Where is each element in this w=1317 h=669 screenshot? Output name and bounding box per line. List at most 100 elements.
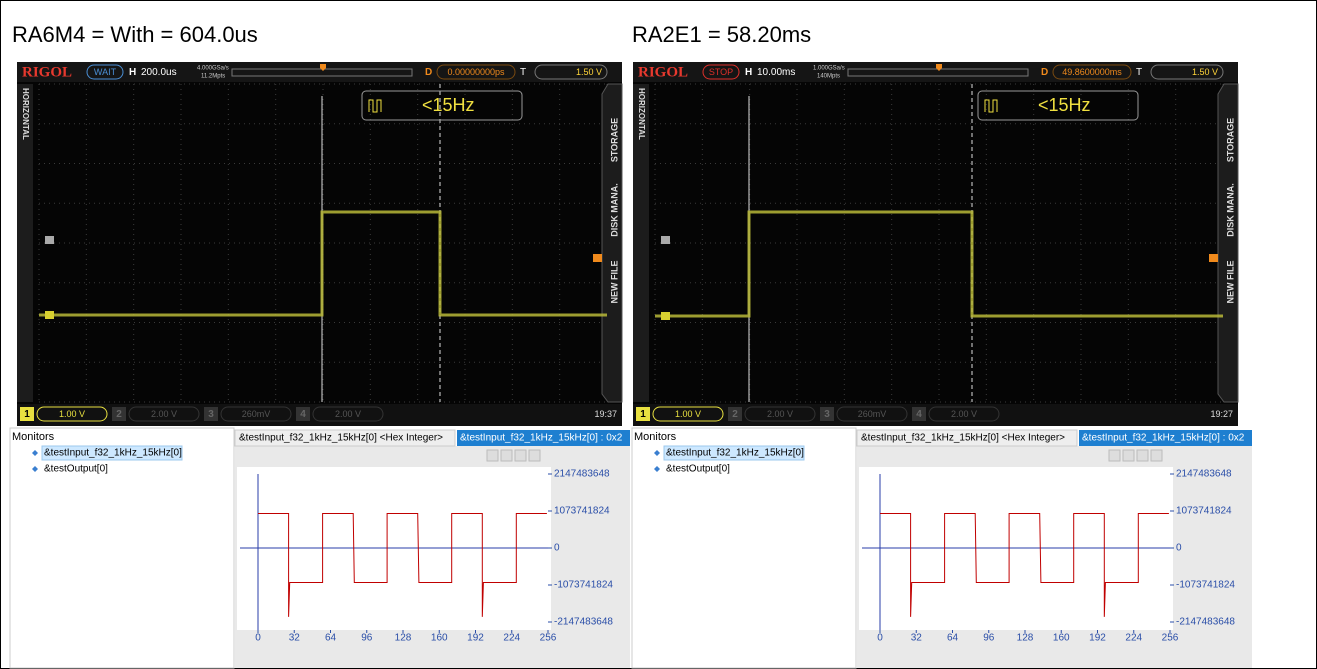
monitor-item[interactable]: &testOutput[0] [44,464,108,475]
channel-number: 3 [824,409,830,420]
screenshot: RA6M4 = With = 604.0us RIGOL WAIT H 200.0us 4… [0,0,1317,669]
scope-time: 19:27 [1210,409,1233,419]
trigger-label: T [520,67,526,78]
side-label-left: HORIZONTAL [637,88,646,140]
channel-number: 1 [24,409,30,420]
timebase: 200.0us [141,67,177,78]
panel: RA2E1 = 58.20msRIGOLSTOPH10.00ms1.000GSa… [632,22,1252,668]
trigger-marker [593,254,602,262]
timebase: 10.00ms [757,67,795,78]
sample-rate: 4.000GSa/s [197,66,229,72]
plot-tool-button[interactable] [515,450,526,461]
channel-number: 1 [640,409,646,420]
x-tick-label: 224 [1125,633,1142,644]
y-tick-label: 2147483648 [554,469,610,480]
ch-ref-marker [45,236,54,244]
tab-label[interactable]: &testInput_f32_1kHz_15kHz[0] <Hex Intege… [239,433,443,444]
monitor-item[interactable]: &testOutput[0] [666,464,730,475]
sample-rate: 1.000GSa/s [813,66,845,72]
y-tick-label: 1073741824 [1176,506,1232,517]
x-tick-label: 192 [1089,633,1106,644]
plot-tool-button[interactable] [1151,450,1162,461]
channel-number: 4 [916,409,922,420]
timebase-label: H [129,67,136,78]
trigger-level: 1.50 V [1192,67,1218,77]
scope-background [17,62,622,426]
timebase-label: H [745,67,752,78]
trigger-level: 1.50 V [576,67,602,77]
channel-number: 2 [732,409,738,420]
tab-label[interactable]: &testInput_f32_1kHz_15kHz[0] <Hex Intege… [861,433,1065,444]
side-label-left: HORIZONTAL [21,88,30,140]
channel-scale: 2.00 V [767,409,793,419]
frequency: <15Hz [422,95,475,115]
side-label-right: STORAGE [609,118,619,162]
side-label-right: DISK MANA. [1225,183,1235,237]
channel-scale: 2.00 V [951,409,977,419]
x-tick-label: 32 [911,633,923,644]
monitor-item[interactable]: &testInput_f32_1kHz_15kHz[0] [666,448,804,459]
y-tick-label: -1073741824 [1176,580,1235,591]
ch1-marker [45,311,54,319]
panel-title: RA2E1 = 58.20ms [632,22,811,47]
tab-label[interactable]: &testInput_f32_1kHz_15kHz[0] : 0x2 [1082,433,1245,444]
memory-depth: 140Mpts [817,74,840,80]
tab-active: &testInput_f32_1kHz_15kHz[0] : 0x2 [457,430,630,446]
scope-background [633,62,1238,426]
trigger-label: T [1136,67,1142,78]
side-label-right: NEW FILE [1225,261,1235,304]
channel-scale: 2.00 V [335,409,361,419]
memory-depth: 11.2Mpts [201,74,225,80]
panel-title: RA6M4 = With = 604.0us [12,22,258,47]
x-tick-label: 256 [1162,633,1179,644]
x-tick-label: 96 [983,633,995,644]
x-tick-label: 96 [361,633,373,644]
side-label-right: NEW FILE [609,261,619,304]
channel-scale: 1.00 V [675,409,701,419]
monitor-item[interactable]: &testInput_f32_1kHz_15kHz[0] [44,448,182,459]
x-tick-label: 256 [540,633,557,644]
panel: RA6M4 = With = 604.0us RIGOL WAIT H 200.0us 4… [10,22,630,668]
side-label-right: DISK MANA. [609,183,619,237]
channel-number: 4 [300,409,306,420]
channel-scale: 1.00 V [59,409,85,419]
plot-tool-button[interactable] [487,450,498,461]
y-tick-label: 1073741824 [554,506,610,517]
frequency: <15Hz [1038,95,1091,115]
x-tick-label: 192 [467,633,484,644]
plot-tool-button[interactable] [529,450,540,461]
ch-ref-marker [661,236,670,244]
delay-label: D [1041,67,1048,78]
x-tick-label: 128 [1017,633,1034,644]
scope-time: 19:37 [594,409,617,419]
y-tick-label: -1073741824 [554,580,613,591]
scope-status: WAIT [94,67,117,77]
channel-scale: 260mV [242,409,271,419]
side-label-right: STORAGE [1225,118,1235,162]
channel-number: 2 [116,409,122,420]
plot-tool-button[interactable] [1137,450,1148,461]
channel-scale: 2.00 V [151,409,177,419]
ch1-marker [661,312,670,320]
monitor-heading: Monitors [12,431,55,443]
x-tick-label: 224 [503,633,520,644]
x-tick-label: 32 [289,633,301,644]
scope-status: STOP [709,67,733,77]
delay: 49.8600000ms [1062,67,1122,77]
y-tick-label: 2147483648 [1176,469,1232,480]
plot-tool-button[interactable] [1109,450,1120,461]
scope-brand: RIGOL [22,64,72,80]
plot-tool-button[interactable] [501,450,512,461]
x-tick-label: 0 [255,633,261,644]
y-tick-label: 0 [1176,543,1182,554]
x-tick-label: 64 [325,633,337,644]
plot-tool-button[interactable] [1123,450,1134,461]
y-tick-label: -2147483648 [1176,617,1235,628]
tab-label[interactable]: &testInput_f32_1kHz_15kHz[0] : 0x2 [460,433,623,444]
x-tick-label: 64 [947,633,959,644]
x-tick-label: 0 [877,633,883,644]
channel-number: 3 [208,409,214,420]
delay-label: D [425,67,432,78]
monitor-heading: Monitors [634,431,677,443]
